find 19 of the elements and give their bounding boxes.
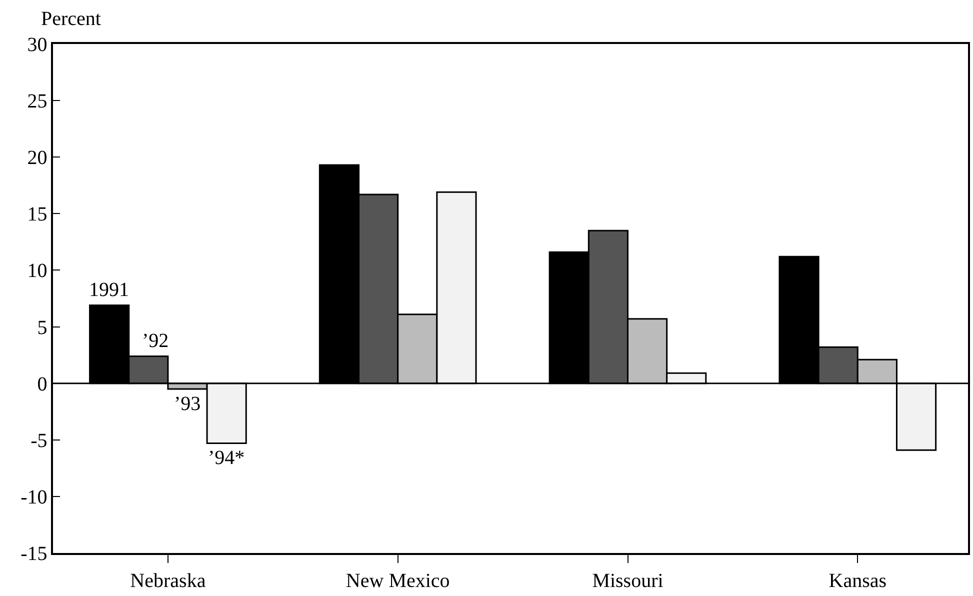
x-tick-label: Kansas bbox=[828, 570, 887, 592]
x-tick-label: Missouri bbox=[592, 570, 664, 592]
y-tick-label: -5 bbox=[30, 430, 48, 452]
y-axis-title: Percent bbox=[41, 8, 102, 30]
y-tick-label: 30 bbox=[27, 34, 48, 56]
y-tick-label: -10 bbox=[20, 486, 48, 508]
series-label: ’93 bbox=[174, 393, 201, 415]
y-tick-label: 0 bbox=[37, 373, 48, 396]
y-tick-label: -15 bbox=[20, 543, 48, 565]
series-label: 1991 bbox=[89, 279, 129, 301]
y-tick-label: 20 bbox=[27, 147, 48, 170]
series-label: ’92 bbox=[142, 330, 169, 352]
x-tick-label: New Mexico bbox=[346, 570, 450, 592]
y-tick-label: 5 bbox=[37, 316, 48, 339]
y-tick-label: 10 bbox=[27, 260, 48, 282]
y-tick-label: 25 bbox=[27, 90, 48, 113]
x-tick-label: Nebraska bbox=[130, 570, 206, 592]
y-tick-label: 15 bbox=[27, 204, 48, 226]
series-label: ’94* bbox=[208, 447, 245, 469]
